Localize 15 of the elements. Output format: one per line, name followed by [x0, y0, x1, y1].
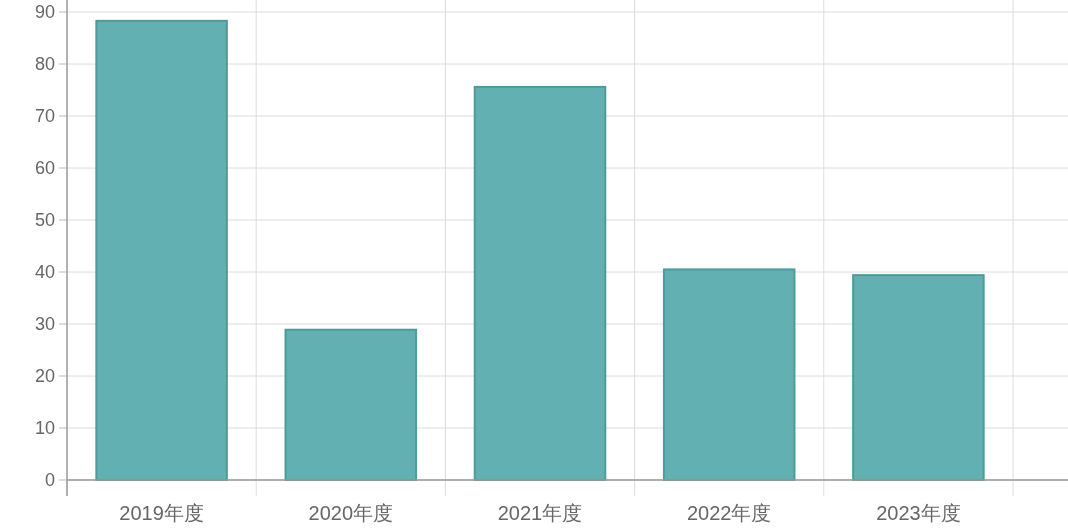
- y-tick-label: 0: [44, 470, 55, 490]
- y-tick-label: 40: [34, 262, 55, 282]
- y-tick-label: 10: [34, 418, 55, 438]
- y-tick-label: 80: [34, 54, 55, 74]
- x-tick-label: 2020年度: [308, 502, 394, 524]
- x-tick-label: 2023年度: [876, 502, 961, 524]
- y-tick-label: 20: [34, 366, 55, 386]
- x-tick-label: 2021年度: [497, 502, 583, 524]
- x-tick-label: 2022年度: [686, 502, 772, 524]
- y-tick-label: 30: [34, 314, 55, 334]
- y-tick-label: 90: [34, 2, 55, 22]
- y-tick-label: 60: [34, 158, 55, 178]
- x-tick-label: 2019年度: [119, 502, 204, 524]
- y-tick-label: 70: [34, 106, 55, 126]
- y-tick-label: 50: [34, 210, 55, 230]
